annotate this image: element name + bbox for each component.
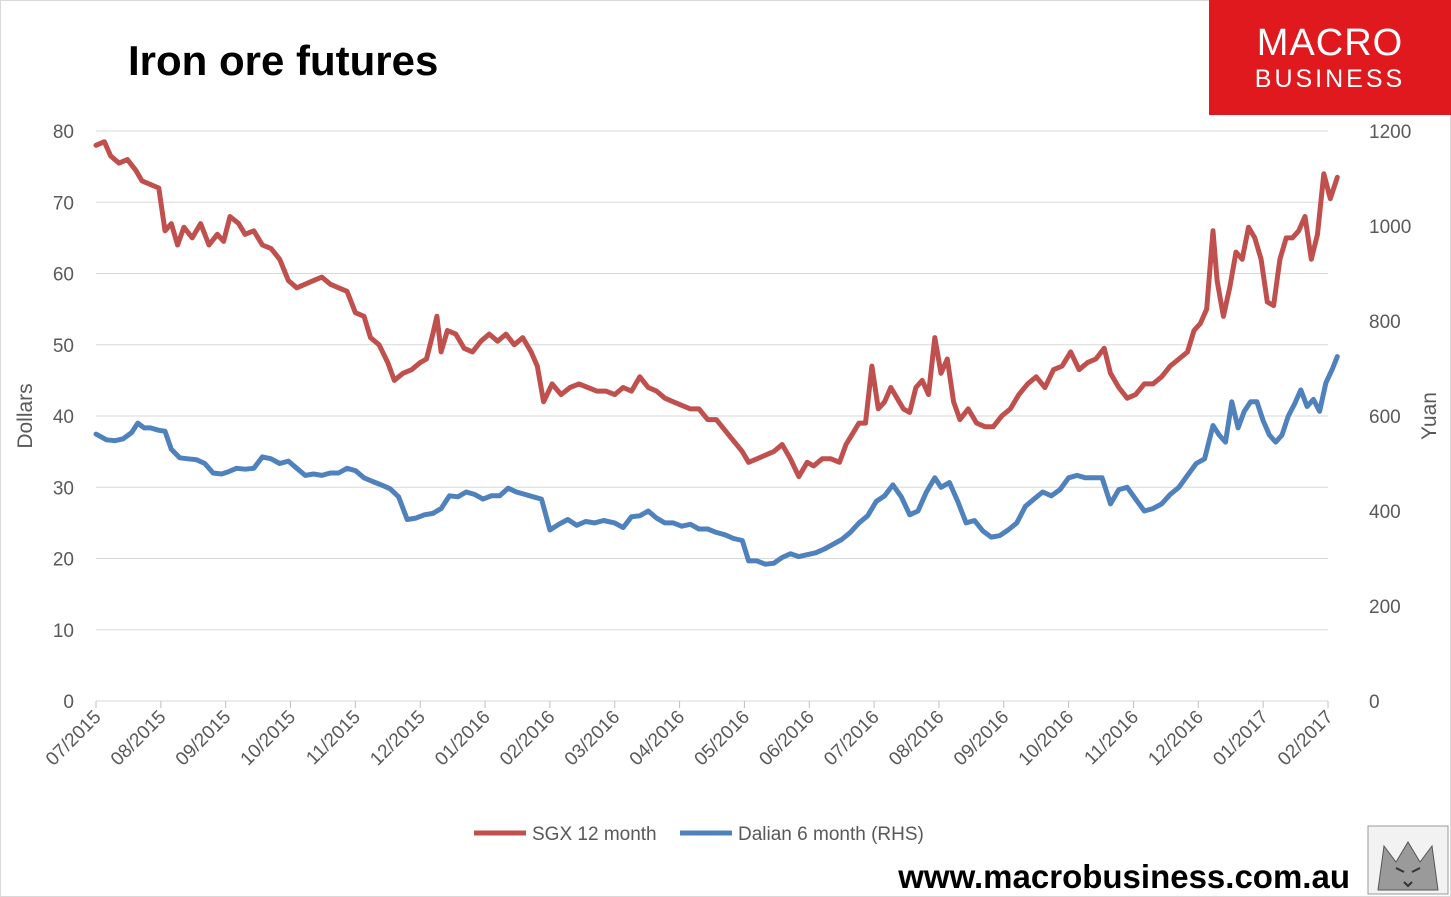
gridlines [96,130,1328,702]
y-tick-label: 60 [53,265,74,286]
y-axis-title: Dollars [14,383,37,448]
series-lines [93,139,1340,567]
y-tick-label: 50 [53,336,74,357]
y2-tick-label: 600 [1369,407,1401,428]
logo-line2: BUSINESS [1255,65,1405,93]
y-axis-right: 0 200 400 600 800 1000 1200 [1369,122,1411,713]
legend-label-sgx: SGX 12 month [532,824,657,845]
y2-tick-label: 1000 [1369,217,1411,238]
y-tick-label: 30 [53,478,74,499]
y-tick-label: 0 [63,692,74,713]
chart-title: Iron ore futures [128,37,438,84]
y2-tick-label: 200 [1369,597,1401,618]
series-line-sgx [93,139,1340,480]
y2-axis-title: Yuan [1418,392,1441,440]
y2-tick-label: 800 [1369,312,1401,333]
y-tick-label: 20 [53,550,74,571]
legend-label-dalian: Dalian 6 month (RHS) [738,824,924,845]
logo-line1: MACRO [1257,22,1403,64]
logo-background [1209,0,1451,115]
y-axis-left: 0 10 20 30 40 50 60 70 80 [53,122,74,713]
y-tick-label: 40 [53,407,74,428]
y-tick-label: 80 [53,122,74,143]
series-line-dalian [93,354,1340,567]
y2-tick-label: 1200 [1369,122,1411,143]
y-tick-label: 70 [53,193,74,214]
wolf-logo-image [1367,825,1449,895]
y2-tick-label: 400 [1369,502,1401,523]
legend: SGX 12 month Dalian 6 month (RHS) [474,824,924,845]
y2-tick-label: 0 [1369,692,1380,713]
macro-business-logo: MACRO BUSINESS [1209,0,1451,115]
footer-url: www.macrobusiness.com.au [897,858,1350,895]
y-tick-label: 10 [53,621,74,642]
